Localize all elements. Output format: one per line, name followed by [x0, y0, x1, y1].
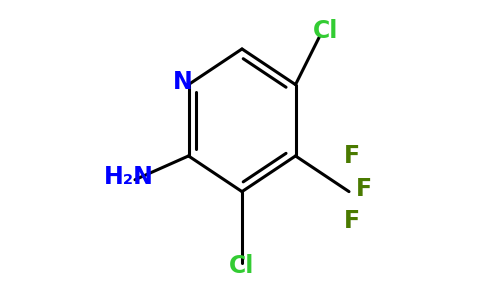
Text: H₂N: H₂N: [104, 165, 154, 189]
Text: F: F: [356, 177, 372, 201]
Text: Cl: Cl: [313, 19, 338, 43]
Text: Cl: Cl: [229, 254, 255, 278]
Text: N: N: [173, 70, 193, 94]
Text: F: F: [344, 209, 360, 233]
Text: F: F: [344, 144, 360, 168]
